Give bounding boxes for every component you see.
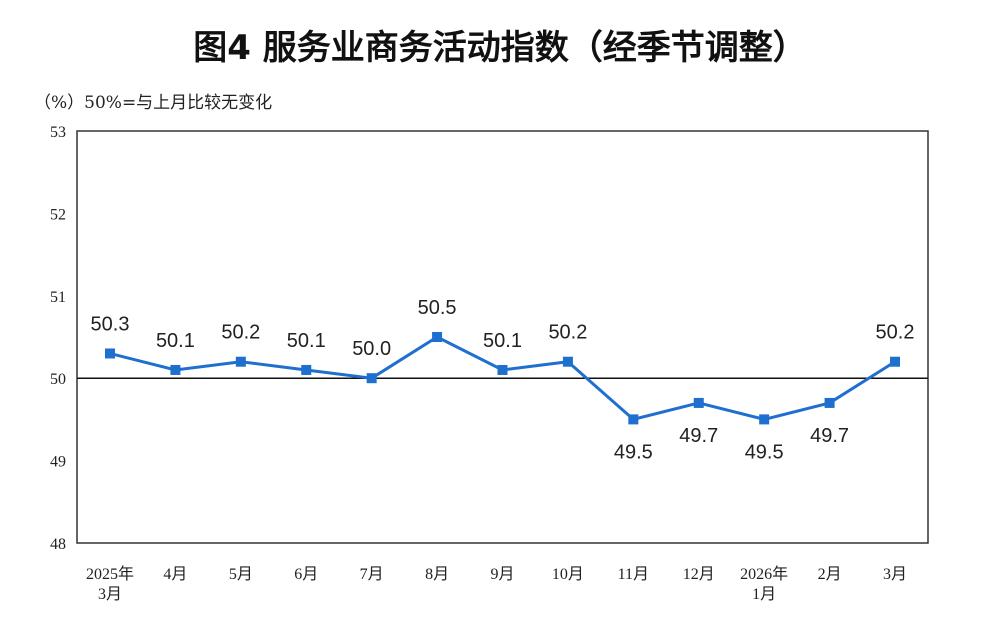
x-tick-label: 12月 — [683, 566, 715, 583]
data-point — [366, 373, 377, 384]
y-tick-label: 52 — [50, 206, 66, 223]
x-tick-label: 2026年 — [740, 565, 788, 583]
data-label: 50.1 — [287, 330, 326, 352]
y-tick-label: 53 — [50, 124, 66, 141]
y-tick-label: 51 — [50, 289, 66, 306]
data-point — [562, 356, 573, 367]
data-point — [628, 414, 639, 425]
data-label: 50.1 — [156, 330, 195, 352]
x-tick-label: 4月 — [163, 566, 187, 583]
data-point — [235, 356, 246, 367]
chart-title: 图4 服务业商务活动指数（经季节调整） — [193, 28, 807, 68]
data-label: 50.5 — [418, 297, 457, 319]
data-point — [170, 364, 181, 375]
data-label: 49.7 — [810, 425, 849, 447]
data-point — [759, 414, 770, 425]
x-tick-label: 9月 — [490, 566, 514, 583]
x-tick-label: 3月 — [883, 566, 907, 583]
x-tick-label: 2月 — [818, 566, 842, 583]
data-label: 50.0 — [352, 338, 391, 360]
x-tick-label: 10月 — [552, 566, 584, 583]
x-tick-label: 2025年 — [86, 565, 134, 583]
x-tick-label: 6月 — [294, 566, 318, 583]
data-point — [105, 348, 115, 359]
data-label: 50.3 — [91, 313, 130, 335]
data-point — [890, 356, 900, 367]
data-label: 49.7 — [679, 425, 718, 447]
data-point — [824, 397, 835, 408]
data-label: 50.2 — [876, 322, 915, 344]
data-point — [432, 332, 443, 342]
x-tick-label: 1月 — [752, 586, 776, 603]
data-label: 49.5 — [745, 441, 784, 463]
data-label: 50.1 — [483, 330, 522, 352]
x-tick-label: 7月 — [360, 566, 384, 583]
data-label: 50.2 — [548, 322, 587, 344]
data-point — [497, 364, 508, 375]
y-tick-label: 49 — [50, 454, 66, 471]
plot-frame — [76, 130, 929, 544]
x-tick-label: 5月 — [229, 566, 253, 583]
x-tick-label: 3月 — [98, 586, 122, 603]
unit-note: （%）50%=与上月比较无变化 — [34, 93, 273, 113]
data-point — [301, 364, 312, 375]
y-tick-label: 48 — [50, 536, 66, 553]
data-label: 50.2 — [221, 322, 260, 344]
x-tick-label: 11月 — [618, 566, 649, 583]
x-tick-label: 8月 — [425, 566, 449, 583]
data-point — [693, 397, 704, 408]
y-tick-label: 50 — [50, 371, 66, 388]
data-label: 49.5 — [614, 441, 653, 463]
